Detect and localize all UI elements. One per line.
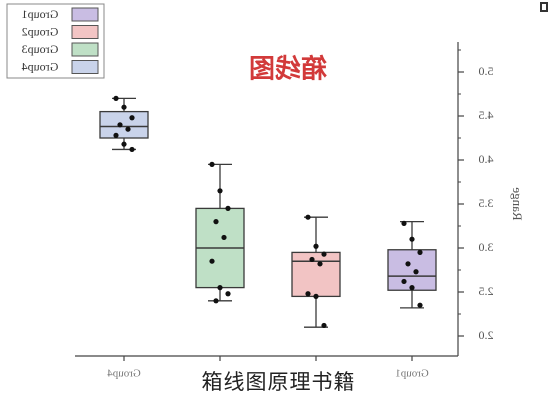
legend-label: Group4 — [22, 59, 59, 73]
data-point — [213, 298, 219, 304]
y-tick-label: 3.0 — [479, 240, 494, 254]
data-point — [417, 302, 423, 308]
box-body — [387, 249, 437, 291]
data-point — [305, 214, 311, 220]
chart-legend: Group1 Group2 Group3 Group4 — [6, 3, 105, 79]
data-point — [313, 293, 319, 299]
data-point — [121, 141, 127, 147]
image-caption: 箱线图原理书籍 — [201, 370, 356, 394]
legend-label: Group1 — [22, 7, 59, 21]
chart-axes: 2.0 2.5 3.0 3.5 4.0 4.5 5.0 Range Group1 Group4 — [75, 42, 525, 380]
y-tick-label: 2.0 — [479, 328, 494, 342]
corner-mark-icon — [540, 2, 548, 12]
box-group3 — [195, 161, 245, 304]
data-point — [225, 291, 231, 297]
data-point — [121, 104, 127, 110]
legend-swatch — [71, 25, 99, 39]
legend-swatch — [71, 60, 99, 74]
box-group2 — [291, 214, 341, 329]
data-point — [401, 220, 407, 226]
data-point — [409, 285, 415, 291]
box-group4 — [99, 95, 149, 153]
data-point — [405, 261, 411, 267]
x-tick-label: Group1 — [395, 368, 429, 380]
legend-swatch — [71, 42, 99, 57]
legend-label: Group2 — [22, 24, 59, 38]
data-point — [209, 161, 215, 167]
data-point — [113, 132, 119, 138]
data-point — [209, 258, 215, 264]
box-body — [99, 110, 149, 139]
data-point — [413, 269, 419, 275]
data-point — [217, 285, 223, 291]
legend-swatch — [71, 7, 99, 22]
data-point — [321, 251, 327, 257]
box-series — [99, 95, 437, 329]
y-axis-label: Range — [510, 187, 525, 220]
x-tick-label: Group4 — [107, 368, 141, 380]
box-group1 — [387, 220, 437, 309]
y-tick-label: 4.5 — [479, 108, 494, 122]
legend-label: Group3 — [22, 42, 59, 56]
data-point — [305, 291, 311, 297]
data-point — [409, 236, 415, 242]
data-point — [213, 219, 219, 225]
data-point — [113, 95, 119, 101]
data-point — [401, 278, 407, 285]
box-body — [291, 251, 341, 298]
data-point — [129, 115, 135, 121]
data-point — [225, 205, 231, 211]
data-point — [125, 126, 131, 132]
data-point — [117, 122, 123, 128]
data-point — [317, 261, 323, 267]
data-point — [221, 234, 227, 241]
y-tick-label: 5.0 — [479, 64, 494, 78]
data-point — [417, 249, 423, 255]
data-point — [309, 256, 315, 263]
chart-title: 箱线图 — [249, 54, 327, 85]
y-tick-label: 4.0 — [479, 152, 494, 166]
data-point — [313, 243, 319, 249]
data-point — [321, 322, 327, 329]
data-point — [217, 188, 223, 194]
y-tick-label: 3.5 — [479, 196, 494, 210]
y-tick-label: 2.5 — [479, 284, 494, 298]
data-point — [129, 146, 135, 153]
